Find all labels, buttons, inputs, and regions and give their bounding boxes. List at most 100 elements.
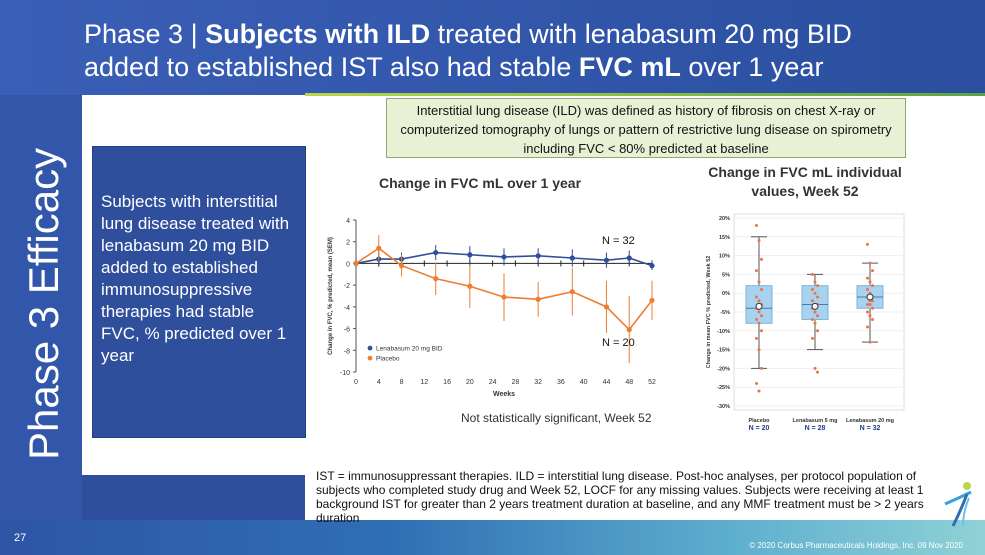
x-tick-label: 48 xyxy=(625,379,633,386)
individual-point xyxy=(868,314,872,318)
legend-marker xyxy=(367,355,373,361)
individual-point xyxy=(755,269,758,273)
x-tick-label: 24 xyxy=(489,379,497,386)
page-number: 27 xyxy=(14,532,27,544)
individual-point xyxy=(871,306,874,310)
y-tick-label: 0% xyxy=(722,291,730,297)
individual-point xyxy=(811,336,814,340)
x-axis-label: Weeks xyxy=(493,391,515,398)
individual-point xyxy=(868,280,872,284)
individual-point xyxy=(871,269,874,273)
data-point xyxy=(467,283,473,289)
y-tick-label: -10 xyxy=(340,370,350,377)
y-tick-label: 2 xyxy=(346,240,350,247)
company-logo-icon xyxy=(944,482,972,527)
x-tick-label: 40 xyxy=(580,379,588,386)
individual-point xyxy=(811,299,814,303)
mean-marker xyxy=(811,302,819,310)
slide-title: Phase 3 | Subjects with ILD treated with… xyxy=(84,19,852,82)
data-point xyxy=(433,249,439,256)
series-n-label: N = 20 xyxy=(602,337,635,349)
data-point xyxy=(535,296,541,302)
individual-point xyxy=(757,280,761,284)
data-point xyxy=(603,304,610,310)
x-tick-label: 8 xyxy=(400,379,404,386)
individual-point xyxy=(868,261,872,265)
y-tick-label: 10% xyxy=(719,254,730,260)
mean-marker xyxy=(755,302,763,310)
mean-marker xyxy=(866,293,874,301)
individual-point xyxy=(757,389,761,393)
y-axis-label: Change in mean FVC % predicted, Week 52 xyxy=(706,256,712,369)
ild-definition-box: Interstitial lung disease (ILD) was defi… xyxy=(386,98,906,158)
x-tick-label: 36 xyxy=(557,379,565,386)
data-point xyxy=(535,253,541,259)
footnote-text: IST = immunosuppressant therapies. ILD =… xyxy=(316,469,924,525)
data-point xyxy=(501,294,507,300)
individual-point xyxy=(755,381,758,385)
individual-point xyxy=(760,366,763,370)
y-tick-label: 20% xyxy=(719,216,730,222)
y-tick-label: 0 xyxy=(346,261,350,268)
y-tick-label: -4 xyxy=(344,305,350,312)
individual-point xyxy=(811,318,814,322)
individual-point xyxy=(813,321,817,325)
individual-point xyxy=(755,295,758,299)
legend-label: Placebo xyxy=(376,356,400,363)
series-n-label: N = 32 xyxy=(602,235,635,247)
x-tick-label: 0 xyxy=(354,379,358,386)
box-chart-title: Change in FVC mL individual values, Week… xyxy=(708,164,902,199)
data-point xyxy=(569,255,575,261)
data-point xyxy=(501,254,507,260)
individual-point xyxy=(811,272,814,276)
data-point xyxy=(626,255,632,261)
individual-point xyxy=(757,239,761,243)
data-point xyxy=(398,263,405,269)
individual-point xyxy=(757,299,761,303)
group-label: Lenabasum 5 mg xyxy=(793,418,838,424)
group-label: Lenabasum 20 mg xyxy=(846,418,894,424)
x-tick-label: 52 xyxy=(648,379,656,386)
individual-point xyxy=(813,310,817,314)
x-tick-label: 44 xyxy=(603,379,611,386)
individual-point xyxy=(760,257,763,261)
side-band xyxy=(0,95,82,555)
group-n-label: N = 28 xyxy=(805,425,826,432)
y-axis-label: Change in FVC, % predicted, mean (SEM) xyxy=(328,237,334,355)
copyright-text: © 2020 Corbus Pharmaceuticals Holdings, … xyxy=(749,541,963,550)
individual-point xyxy=(866,310,869,314)
accent-rule xyxy=(305,93,985,96)
group-n-label: N = 32 xyxy=(860,425,881,432)
individual-point xyxy=(816,284,819,288)
x-tick-label: 32 xyxy=(534,379,542,386)
individual-point xyxy=(757,348,761,352)
individual-point xyxy=(760,329,763,333)
individual-point xyxy=(871,284,874,288)
y-tick-label: -20% xyxy=(717,366,730,372)
significance-note: Not statistically significant, Week 52 xyxy=(461,411,652,425)
x-tick-label: 28 xyxy=(511,379,519,386)
data-point xyxy=(353,260,359,267)
footer-band xyxy=(0,520,985,555)
legend-marker xyxy=(367,345,373,351)
individual-point xyxy=(866,276,869,280)
y-tick-label: 15% xyxy=(719,235,730,241)
individual-point xyxy=(813,291,817,295)
x-tick-label: 20 xyxy=(466,379,474,386)
y-tick-label: -8 xyxy=(344,348,350,355)
y-tick-label: -2 xyxy=(344,283,350,290)
individual-point xyxy=(816,370,819,374)
data-point xyxy=(569,289,575,295)
y-tick-label: -25% xyxy=(717,385,730,391)
summary-callout: Subjects with interstitial lung disease … xyxy=(92,146,306,438)
individual-point xyxy=(866,242,869,246)
individual-point xyxy=(866,302,869,306)
data-point xyxy=(376,245,382,251)
fvc-line-chart: 420-2-4-6-8-100 4 8 12 16 20 24 28 32 36 40 44 48 52W… xyxy=(328,218,656,398)
individual-point xyxy=(871,318,874,322)
data-point xyxy=(467,252,473,258)
individual-point xyxy=(755,318,758,322)
x-tick-label: 16 xyxy=(443,379,451,386)
individual-point xyxy=(813,366,817,370)
y-tick-label: -15% xyxy=(717,348,730,354)
